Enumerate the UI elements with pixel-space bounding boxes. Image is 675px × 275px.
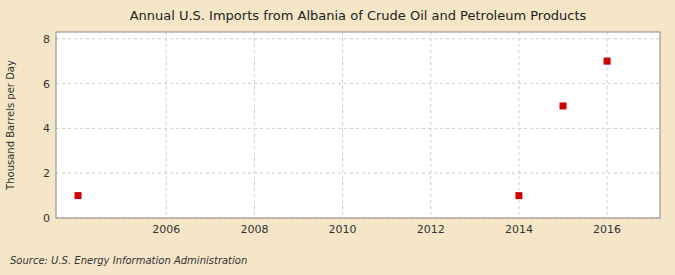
y-grid-line: [56, 38, 660, 39]
point: [75, 192, 82, 199]
point: [560, 102, 567, 109]
y-grid-line: [56, 173, 660, 174]
y-tick-label: 6: [43, 78, 50, 91]
x-grid-line: [430, 32, 431, 218]
x-tick-label: 2016: [593, 223, 621, 236]
plot-frame: [56, 32, 660, 218]
chart-container: 2006 2008 2010 2012 2014 2016 0 2 4 6 8 Annual U.S.…: [0, 0, 675, 275]
points: [75, 58, 611, 199]
background: [0, 0, 675, 275]
y-tick-label: 0: [43, 212, 50, 225]
y-grid-line: [56, 128, 660, 129]
x-tick-label: 2006: [152, 223, 180, 236]
y-tick-label: 4: [43, 122, 50, 135]
y-grid-line: [56, 83, 660, 84]
point: [515, 192, 522, 199]
title: Annual U.S. Imports from Albania of Crud…: [130, 8, 587, 23]
x-grid-line: [254, 32, 255, 218]
grid: [56, 32, 660, 218]
x-grid-line: [518, 32, 519, 218]
source-note: Source: U.S. Energy Information Administ…: [10, 255, 247, 266]
x-tick-label: 2012: [417, 223, 445, 236]
x-tick-label: 2014: [505, 223, 533, 236]
y-axis-label: Thousand Barrels per Day: [5, 60, 16, 191]
x-tick-label: 2010: [329, 223, 357, 236]
x-grid-line: [342, 32, 343, 218]
x-tick-label: 2008: [240, 223, 268, 236]
plot-background: [56, 32, 660, 218]
y-tick-label: 8: [43, 33, 50, 46]
point: [604, 58, 611, 65]
y-tick-label: 2: [43, 167, 50, 180]
x-grid-line: [166, 32, 167, 218]
chart-svg: 2006 2008 2010 2012 2014 2016 0 2 4 6 8 Annual U.S.…: [0, 0, 675, 275]
